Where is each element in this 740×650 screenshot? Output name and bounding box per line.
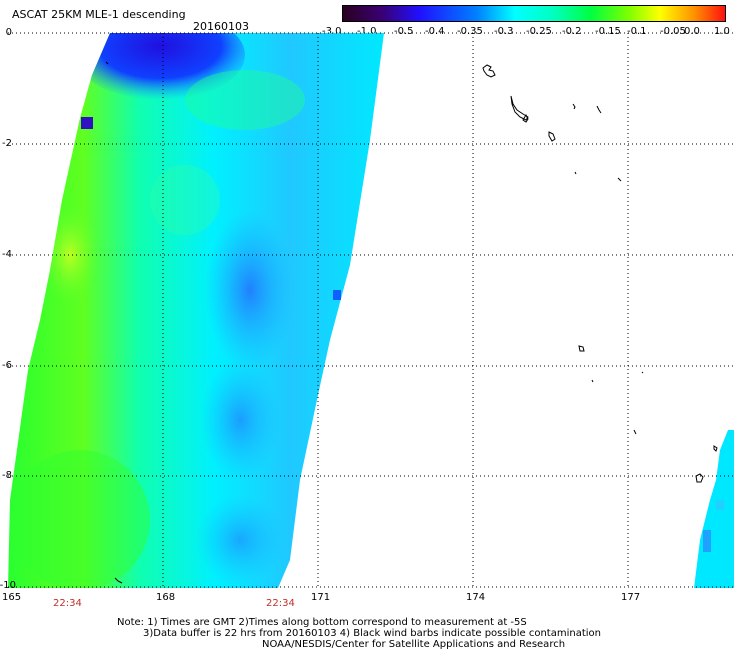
lon-label: 177: [621, 592, 641, 603]
map-date: 20160103: [193, 20, 249, 33]
colorbar-tick: -0.25: [526, 26, 552, 37]
lon-label: 168: [156, 592, 176, 603]
island-outlines: [105, 61, 718, 584]
colorbar-tick: -1.0: [357, 26, 377, 37]
lat-label: -10: [0, 580, 16, 591]
colorbar-tick: -0.5: [394, 26, 414, 37]
pass-time-label: 22:34: [53, 598, 82, 609]
colorbar-tick: -0.4: [425, 26, 445, 37]
lon-label: 171: [311, 592, 331, 603]
lon-label: 165: [2, 592, 22, 603]
lat-label: -8: [2, 470, 12, 481]
lat-label: -6: [2, 360, 12, 371]
note-line-2: 3)Data buffer is 22 hrs from 20160103 4)…: [143, 628, 601, 639]
scatterometer-swath-east: [694, 430, 734, 588]
pass-time-label: 22:34: [266, 598, 295, 609]
colorbar: [342, 5, 726, 22]
colorbar-tick: -0.05: [660, 26, 686, 37]
colorbar-tick: -0.35: [457, 26, 483, 37]
lat-label: -4: [2, 249, 12, 260]
note-line-3: NOAA/NESDIS/Center for Satellite Applica…: [262, 639, 566, 650]
lat-label: 0: [5, 27, 12, 38]
lat-label: -2: [2, 138, 12, 149]
colorbar-tick: -0.15: [595, 26, 621, 37]
lon-label: 174: [466, 592, 486, 603]
note-line-1: Note: 1) Times are GMT 2)Times along bot…: [117, 617, 527, 628]
map-title: ASCAT 25KM MLE-1 descending: [12, 8, 186, 21]
lat-lon-grid: [8, 32, 734, 588]
colorbar-tick: -3.0: [322, 26, 342, 37]
colorbar-tick: 0.0: [684, 26, 700, 37]
colorbar-tick: -0.1: [627, 26, 647, 37]
colorbar-tick: 1.0: [714, 26, 730, 37]
colorbar-tick: -0.2: [562, 26, 582, 37]
scatterometer-swath: [8, 33, 384, 588]
colorbar-tick-labels: -3.0 -1.0 -0.5 -0.4 -0.35 -0.3 -0.25 -0.…: [322, 26, 740, 40]
colorbar-tick: -0.3: [494, 26, 514, 37]
